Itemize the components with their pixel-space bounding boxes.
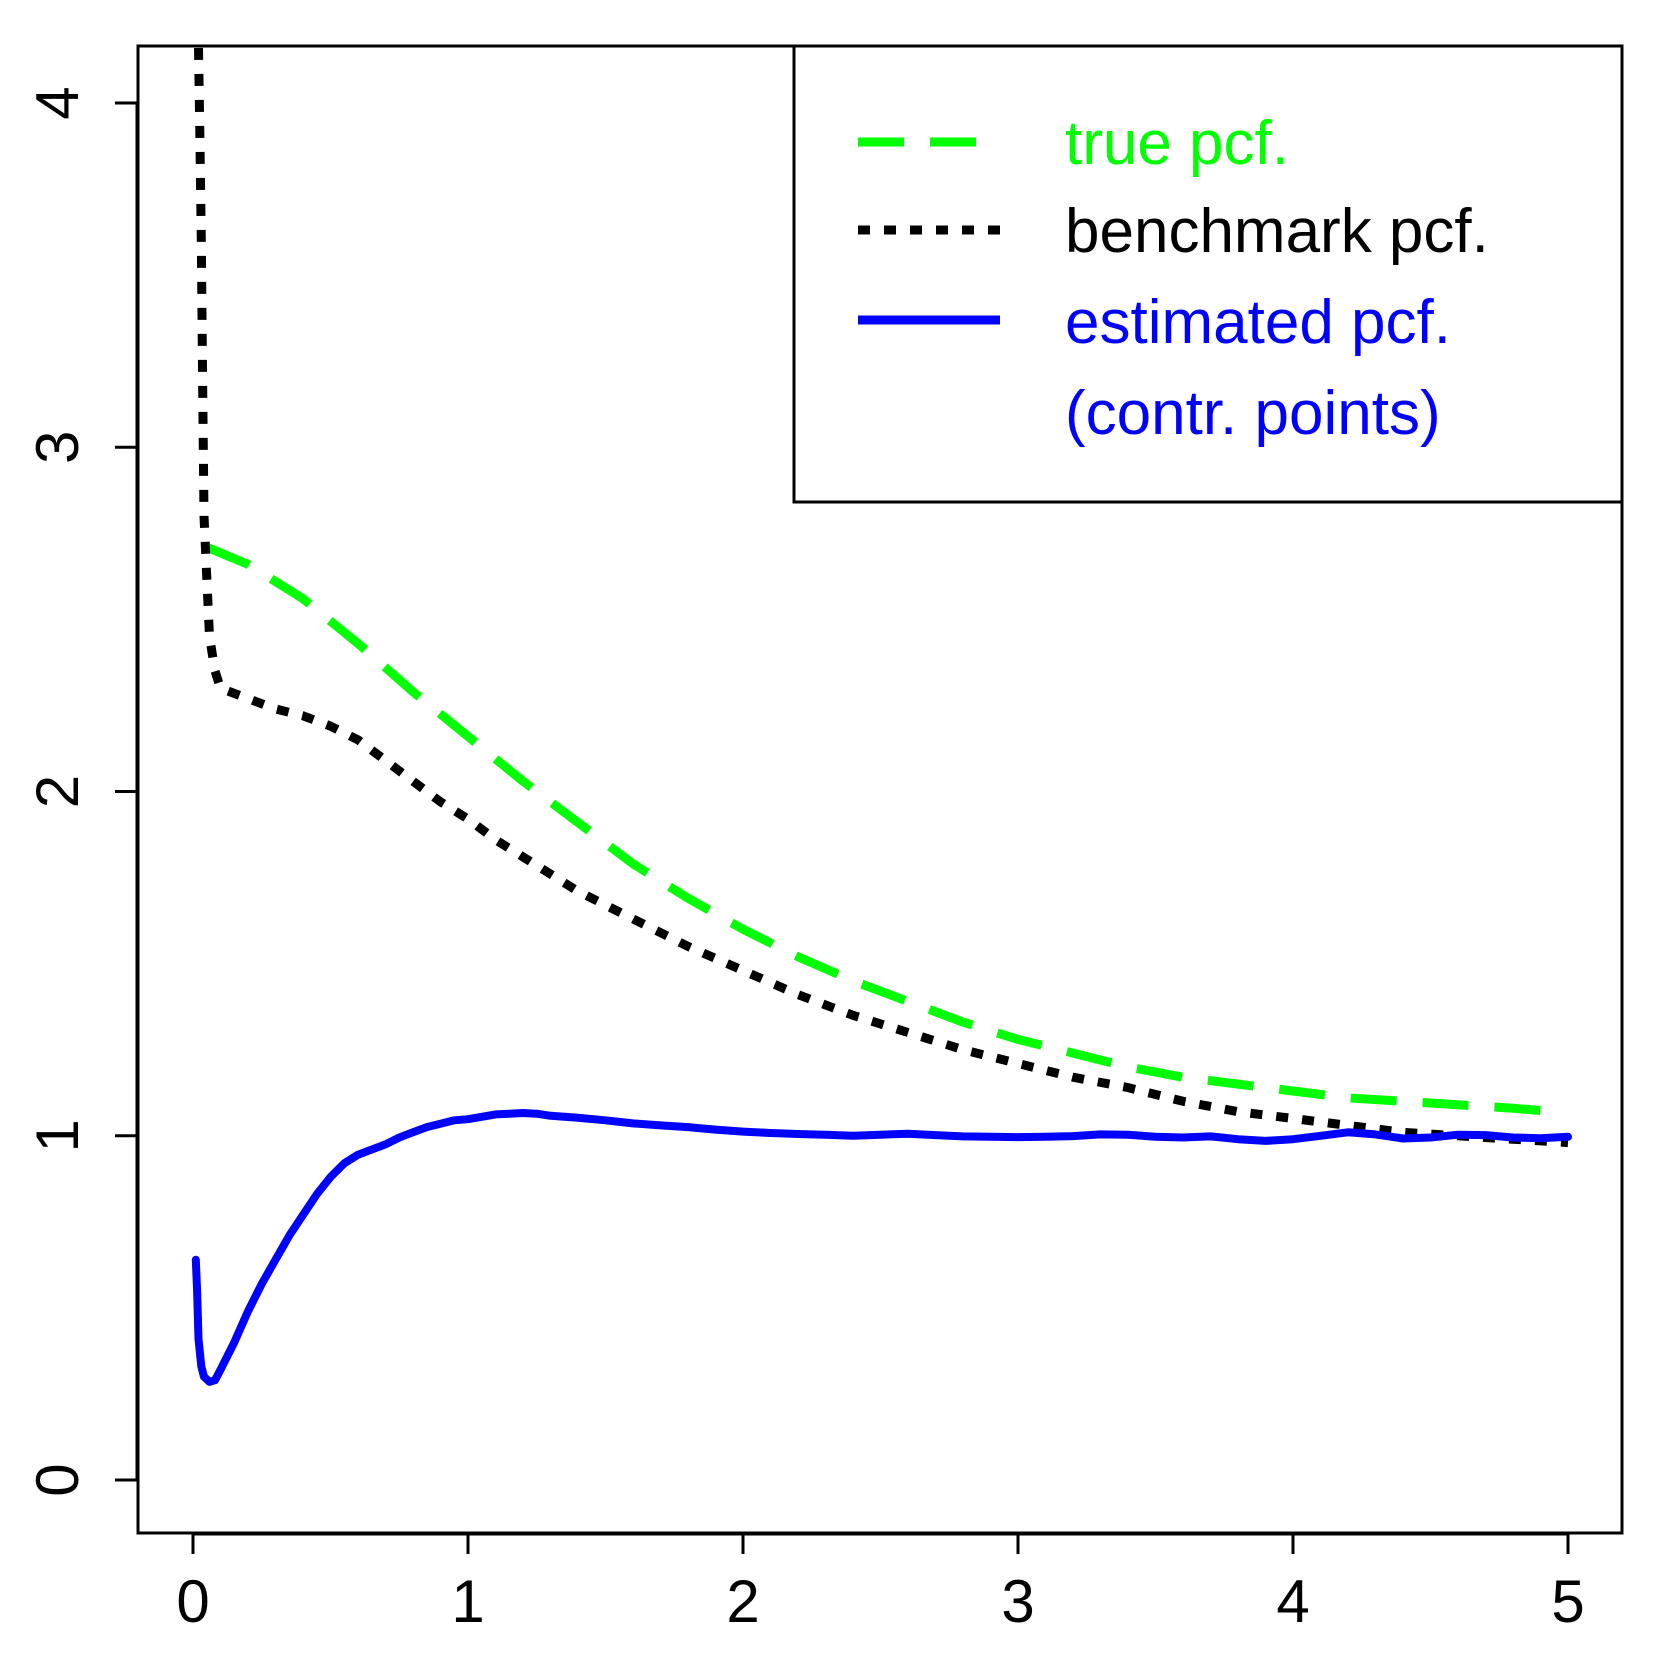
series-line-true-pcf <box>205 542 1555 1117</box>
series-line-benchmark-pcf <box>194 47 1569 1148</box>
x-tick-label-5: 5 <box>1551 1568 1584 1635</box>
y-tick-label-2: 2 <box>24 775 91 808</box>
series-line-estimated-pcf-contr-points <box>191 1109 1572 1386</box>
y-tick-label-0: 0 <box>24 1463 91 1496</box>
y-tick-label-3: 3 <box>24 431 91 464</box>
x-tick-label-1: 1 <box>451 1568 484 1635</box>
legend: true pcf. benchmark pcf. estimated pcf. … <box>792 44 1624 504</box>
x-tick-label-3: 3 <box>1001 1568 1034 1635</box>
x-tick-label-0: 0 <box>176 1568 209 1635</box>
y-tick-label-4: 4 <box>24 86 91 119</box>
legend-label-true-pcf: true pcf. <box>1065 109 1289 178</box>
x-tick-label-2: 2 <box>726 1568 759 1635</box>
y-tick-label-1: 1 <box>24 1119 91 1152</box>
legend-label-estimated-pcf: estimated pcf. <box>1065 288 1451 357</box>
legend-label-contr-points: (contr. points) <box>1065 379 1441 448</box>
x-tick-label-4: 4 <box>1276 1568 1309 1635</box>
y-axis: 0 1 2 3 4 <box>24 86 139 1497</box>
legend-label-benchmark-pcf: benchmark pcf. <box>1065 197 1489 266</box>
legend-box <box>792 44 1624 504</box>
series-layer <box>191 47 1572 1386</box>
x-axis: 0 1 2 3 4 5 <box>176 1532 1585 1635</box>
